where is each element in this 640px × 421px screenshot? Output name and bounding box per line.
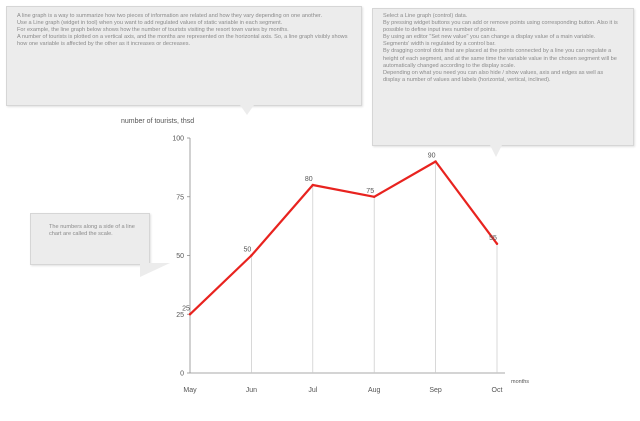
y-tick-label: 0 bbox=[180, 371, 184, 378]
data-label: 80 bbox=[305, 176, 313, 183]
callout-text: A number of tourists is plotted on a ver… bbox=[17, 34, 348, 48]
data-point bbox=[311, 183, 314, 187]
callout-tail bbox=[490, 145, 502, 157]
data-point bbox=[434, 160, 437, 163]
data-label: 90 bbox=[428, 153, 436, 160]
y-tick-label: 100 bbox=[172, 136, 184, 143]
callout-text: Select a Line graph (control) data. bbox=[383, 13, 468, 19]
callout-text: By dragging control dots that are placed… bbox=[383, 48, 617, 69]
callout-text: For example, the line graph below shows … bbox=[17, 27, 289, 34]
callout-text: Use a Line graph (widget in tool) when y… bbox=[17, 20, 283, 27]
data-label: 50 bbox=[244, 247, 252, 254]
data-label: 75 bbox=[366, 188, 374, 195]
callout-tail bbox=[140, 263, 170, 277]
y-axis-label: number of tourists, thsd bbox=[121, 118, 194, 125]
data-label: 25 bbox=[182, 305, 190, 312]
data-point bbox=[188, 313, 192, 316]
callout-widget-instructions: Select a Line graph (control) data. By p… bbox=[372, 8, 634, 146]
x-tick-label: Jul bbox=[308, 387, 317, 394]
y-tick-label: 75 bbox=[176, 194, 184, 201]
callout-scale-note: The numbers along a side of a line chart… bbox=[30, 213, 150, 265]
series-line bbox=[188, 160, 499, 316]
x-tick-label: Jun bbox=[246, 387, 257, 394]
callout-text: By pressing widget buttons you can add o… bbox=[383, 20, 618, 34]
callout-line-graph-description: A line graph is a way to summarize how t… bbox=[6, 6, 362, 106]
callout-text: A line graph is a way to summarize how t… bbox=[17, 13, 323, 19]
callout-text: Depending on what you need you can also … bbox=[383, 69, 604, 83]
x-tick-label: Oct bbox=[492, 387, 503, 394]
data-label: 55 bbox=[489, 235, 497, 242]
y-tick-label: 50 bbox=[176, 253, 184, 260]
data-point bbox=[250, 254, 253, 257]
callout-tail bbox=[240, 105, 254, 115]
data-point bbox=[495, 242, 499, 245]
x-tick-label: Sep bbox=[429, 387, 442, 394]
x-axis-label: months bbox=[511, 379, 529, 385]
x-tick-label: Aug bbox=[368, 387, 381, 394]
callout-text: By using an editor "Set new value" you c… bbox=[383, 34, 596, 48]
y-tick-label: 25 bbox=[176, 312, 184, 319]
x-tick-label: May bbox=[183, 387, 197, 394]
data-point bbox=[373, 195, 376, 198]
callout-text: The numbers along a side of a line chart… bbox=[49, 224, 135, 238]
